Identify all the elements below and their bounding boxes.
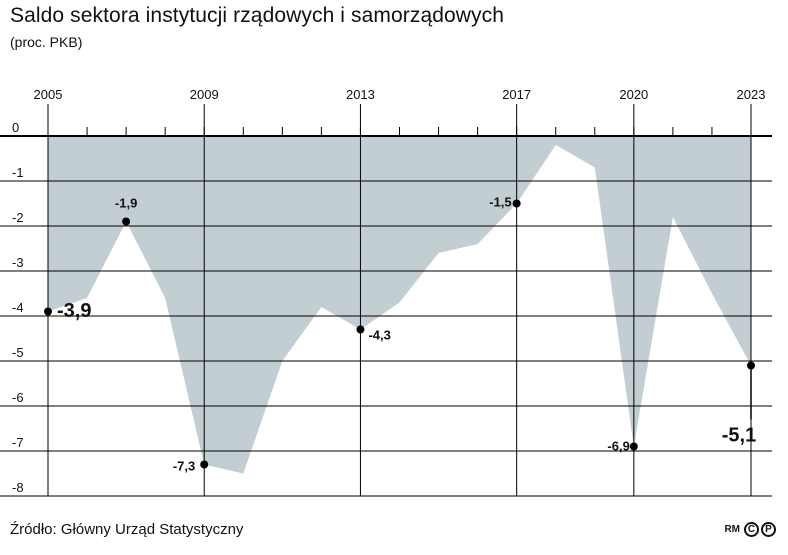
y-tick-label: -3	[12, 255, 24, 270]
data-point-2005	[44, 307, 52, 316]
data-label-2017: -1,5	[489, 195, 511, 210]
data-label-2007: -1,9	[115, 196, 137, 211]
logo-text: RM	[724, 524, 740, 535]
x-tick-label-2009: 2009	[190, 87, 219, 102]
x-tick-label-2023: 2023	[737, 87, 766, 102]
x-tick-label-2005: 2005	[34, 87, 63, 102]
y-tick-label: -6	[12, 390, 24, 405]
y-tick-label: -2	[12, 210, 24, 225]
logo-circle-p: P	[761, 522, 776, 537]
data-point-2007	[122, 217, 131, 226]
data-label-2009: -7,3	[173, 459, 195, 474]
y-tick-label: -7	[12, 435, 24, 450]
data-label-2020: -6,9	[607, 439, 629, 454]
data-point-2017	[512, 199, 521, 208]
chart-title: Saldo sektora instytucji rządowych i sam…	[10, 4, 505, 27]
y-tick-label: -5	[12, 345, 24, 360]
data-point-2009	[200, 460, 209, 469]
y-tick-label: 0	[12, 120, 19, 135]
data-point-2023	[747, 361, 755, 370]
data-point-2013	[356, 325, 365, 334]
x-tick-label-2017: 2017	[502, 87, 531, 102]
y-tick-label: -4	[12, 300, 24, 315]
data-label-2013: -4,3	[368, 328, 390, 343]
logo-circle-c: C	[744, 522, 759, 537]
source-note: Źródło: Główny Urząd Statystyczny	[10, 521, 244, 538]
chart-area: 0 -1 -2 -3 -4 -5 -6 -7 -8 2005 2009 2013 2017 2020 202…	[0, 87, 772, 497]
data-point-2020	[629, 442, 638, 451]
balance-area	[48, 136, 751, 474]
y-tick-label: -1	[12, 165, 24, 180]
chart-subtitle: (proc. PKB)	[10, 34, 83, 50]
x-tick-label-2013: 2013	[346, 87, 375, 102]
y-tick-label: -8	[12, 480, 24, 495]
publisher-logo: RM C P	[724, 522, 776, 537]
data-label-2023: -5,1	[722, 425, 756, 447]
x-tick-label-2020: 2020	[619, 87, 648, 102]
data-label-2005: -3,9	[57, 300, 91, 322]
